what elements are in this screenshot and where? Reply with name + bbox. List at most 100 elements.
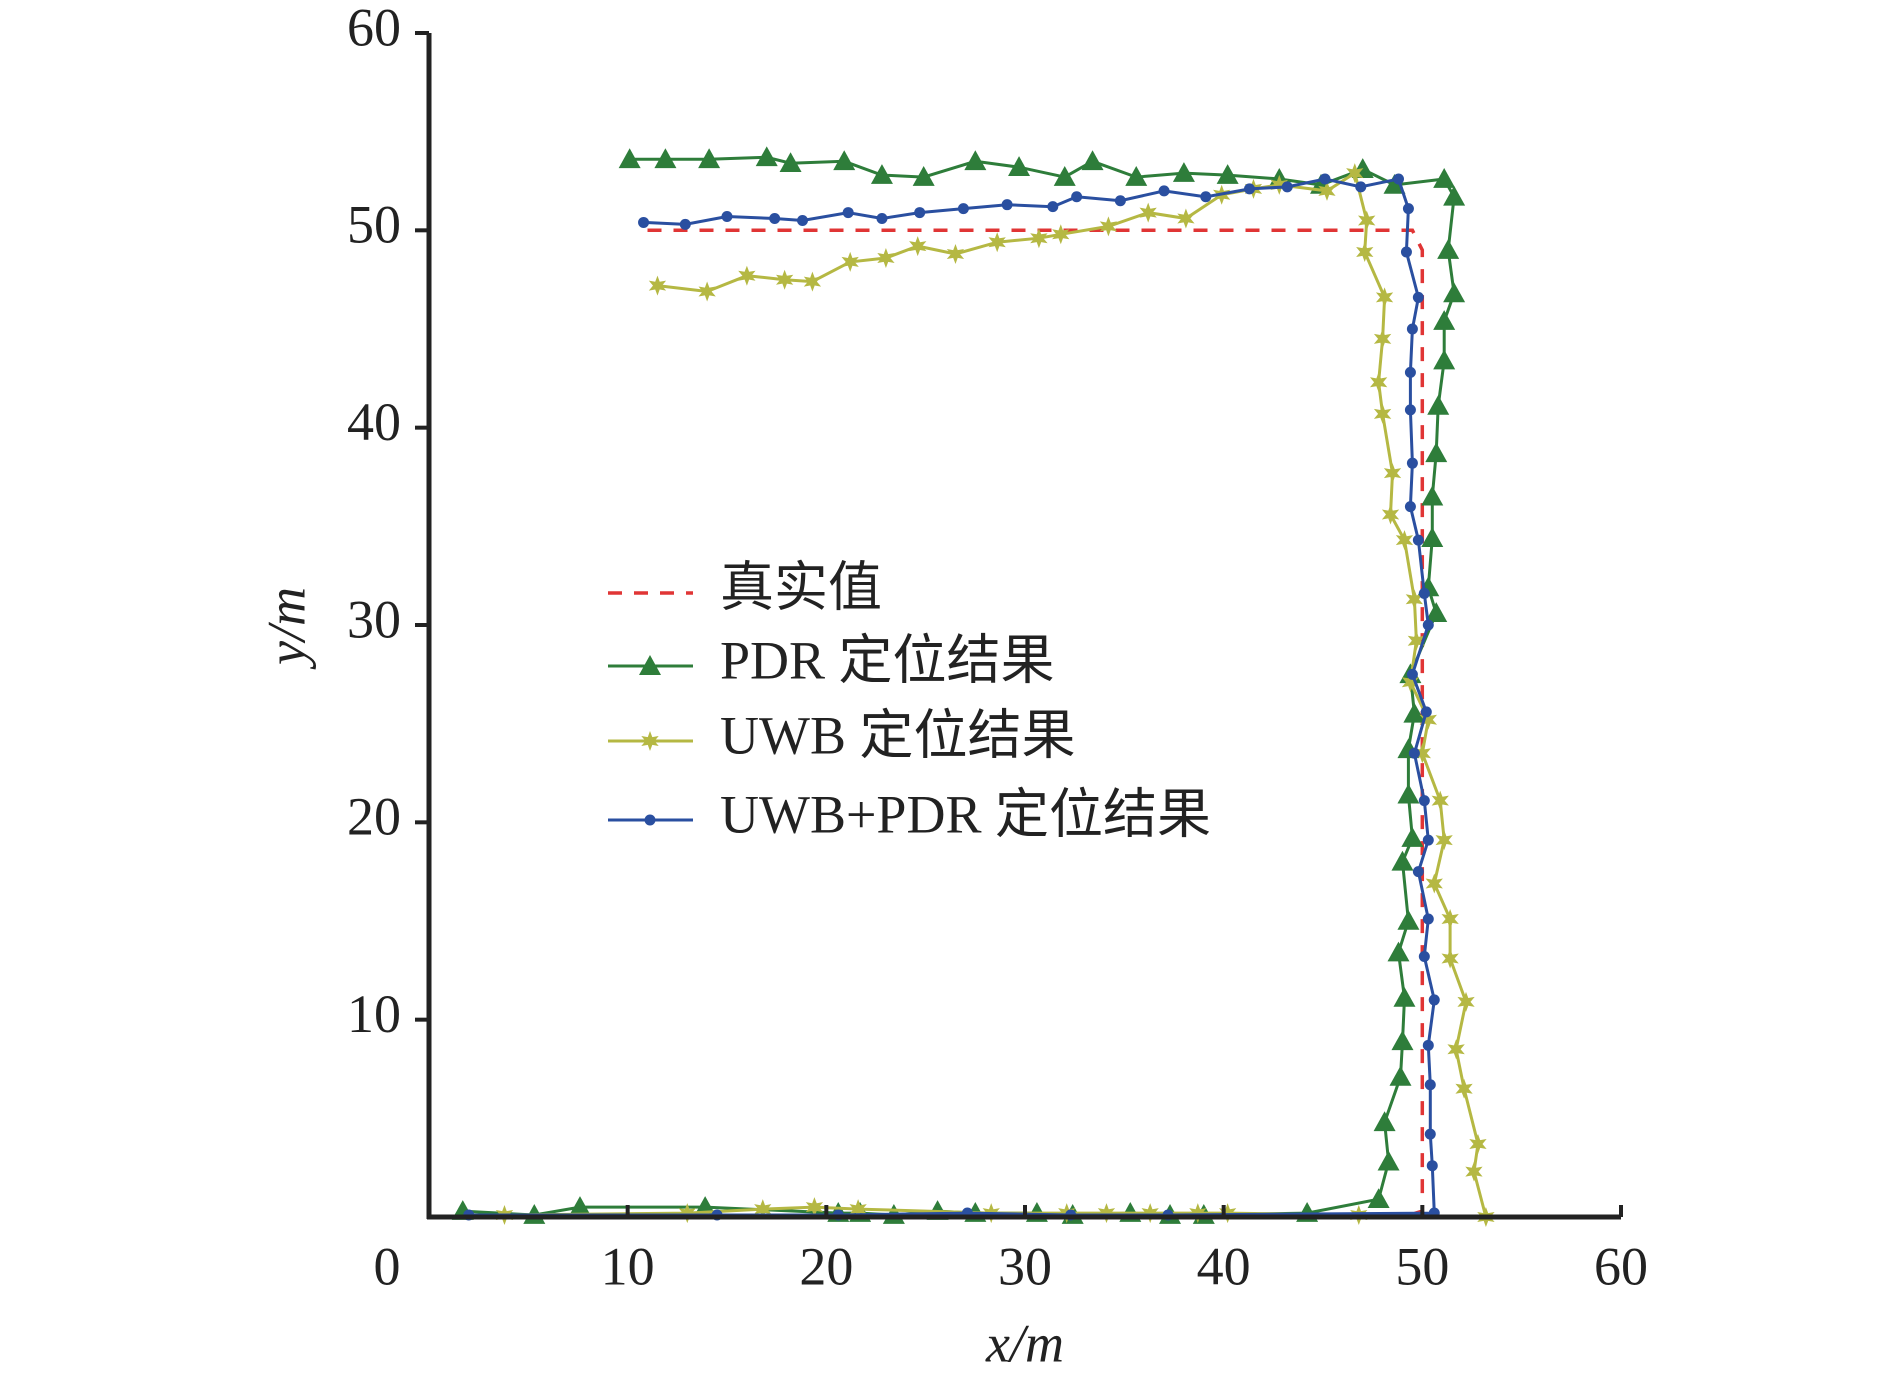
triangle-marker bbox=[1391, 1030, 1414, 1051]
star-marker bbox=[1413, 743, 1431, 764]
circle-marker bbox=[1392, 173, 1404, 185]
star-marker bbox=[1425, 873, 1443, 894]
star-marker bbox=[849, 1199, 867, 1220]
circle-marker bbox=[1408, 747, 1420, 759]
y-tick-label: 10 bbox=[347, 984, 401, 1044]
x-tick-label: 0 bbox=[374, 1236, 401, 1296]
star-marker bbox=[1455, 1078, 1473, 1099]
legend-label: 真实值 bbox=[720, 557, 882, 617]
circle-marker bbox=[957, 203, 969, 215]
triangle-marker bbox=[1397, 910, 1420, 930]
legend-label: UWB+PDR 定位结果 bbox=[720, 784, 1211, 844]
triangle-marker bbox=[1403, 702, 1426, 723]
circle-marker bbox=[1428, 994, 1440, 1006]
triangle-marker bbox=[1443, 185, 1466, 206]
circle-marker bbox=[1418, 951, 1430, 963]
circle-marker bbox=[721, 211, 733, 223]
y-tick-label: 30 bbox=[347, 589, 401, 649]
star-marker bbox=[776, 269, 794, 290]
triangle-marker bbox=[1008, 156, 1031, 176]
triangle-marker bbox=[618, 148, 641, 169]
triangle-marker bbox=[1421, 527, 1444, 547]
circle-marker bbox=[1422, 834, 1434, 846]
star-marker bbox=[805, 1197, 824, 1218]
circle-marker bbox=[1404, 404, 1416, 416]
star-marker bbox=[1356, 242, 1374, 262]
triangle-marker bbox=[1391, 850, 1414, 871]
star-marker bbox=[1030, 228, 1048, 249]
circle-marker bbox=[1158, 185, 1170, 197]
circle-marker bbox=[1406, 323, 1418, 335]
star-marker bbox=[946, 244, 965, 264]
star-marker bbox=[1346, 163, 1364, 184]
circle-marker bbox=[638, 216, 650, 228]
x-tick-label: 60 bbox=[1594, 1236, 1648, 1296]
circle-marker bbox=[1412, 866, 1424, 878]
legend-marker bbox=[639, 655, 661, 675]
star-marker bbox=[1318, 180, 1336, 201]
circle-marker bbox=[1355, 181, 1367, 193]
circle-marker bbox=[679, 218, 691, 230]
star-marker bbox=[1465, 1161, 1483, 1182]
triangle-marker bbox=[1433, 349, 1456, 370]
y-tick-label: 60 bbox=[347, 0, 401, 57]
x-tick-label: 10 bbox=[601, 1236, 655, 1296]
circle-marker bbox=[876, 212, 888, 224]
legend-label: PDR 定位结果 bbox=[720, 630, 1055, 690]
circle-marker bbox=[1400, 246, 1412, 258]
circle-marker bbox=[1404, 366, 1416, 378]
star-marker bbox=[1441, 909, 1459, 929]
triangle-marker bbox=[1401, 827, 1424, 847]
triangle-marker bbox=[1367, 1188, 1390, 1209]
star-marker bbox=[1177, 208, 1195, 229]
triangle-marker bbox=[698, 148, 721, 169]
circle-marker bbox=[1047, 201, 1059, 213]
circle-marker bbox=[1424, 1128, 1436, 1140]
star-marker bbox=[1370, 372, 1388, 393]
star-marker bbox=[1405, 589, 1423, 610]
star-marker bbox=[909, 236, 927, 257]
triangle-marker bbox=[1393, 986, 1416, 1007]
triangle-marker bbox=[1387, 941, 1410, 962]
triangle-marker bbox=[912, 166, 935, 186]
legend-label: UWB 定位结果 bbox=[720, 705, 1075, 765]
star-marker bbox=[1139, 202, 1157, 223]
star-marker bbox=[1441, 948, 1459, 969]
x-tick-label: 20 bbox=[799, 1236, 853, 1296]
legend-marker bbox=[644, 814, 656, 826]
circle-marker bbox=[914, 207, 926, 219]
circle-marker bbox=[1071, 191, 1083, 203]
circle-marker bbox=[1406, 668, 1418, 680]
star-marker bbox=[1052, 224, 1070, 245]
circle-marker bbox=[1319, 173, 1331, 185]
triangle-marker bbox=[1389, 1065, 1412, 1086]
star-marker bbox=[877, 248, 895, 268]
x-tick-label: 30 bbox=[998, 1236, 1052, 1296]
triangle-marker bbox=[1383, 173, 1406, 194]
triangle-marker bbox=[779, 152, 802, 173]
y-axis-label: y/m bbox=[256, 587, 316, 670]
star-marker bbox=[1189, 1203, 1207, 1224]
star-marker bbox=[698, 281, 716, 302]
triangle-marker bbox=[1172, 162, 1195, 182]
triangle-marker bbox=[1397, 783, 1420, 804]
y-tick-label: 20 bbox=[347, 787, 401, 847]
star-marker bbox=[1373, 403, 1392, 424]
star-marker bbox=[1381, 504, 1400, 525]
star-marker bbox=[1383, 463, 1402, 484]
series-line bbox=[468, 177, 1436, 1217]
circle-marker bbox=[1422, 619, 1434, 631]
triangle-marker bbox=[1437, 239, 1460, 259]
triangle-marker bbox=[1373, 1111, 1396, 1132]
legend-marker bbox=[641, 731, 659, 751]
circle-marker bbox=[1422, 913, 1434, 925]
triangle-marker bbox=[964, 150, 987, 171]
circle-marker bbox=[796, 214, 808, 226]
series-line bbox=[504, 170, 1488, 1219]
star-marker bbox=[1141, 1203, 1159, 1224]
x-axis-label: x/m bbox=[985, 1313, 1064, 1373]
star-marker bbox=[1395, 530, 1414, 551]
star-marker bbox=[1358, 210, 1376, 231]
star-marker bbox=[1447, 1039, 1465, 1060]
